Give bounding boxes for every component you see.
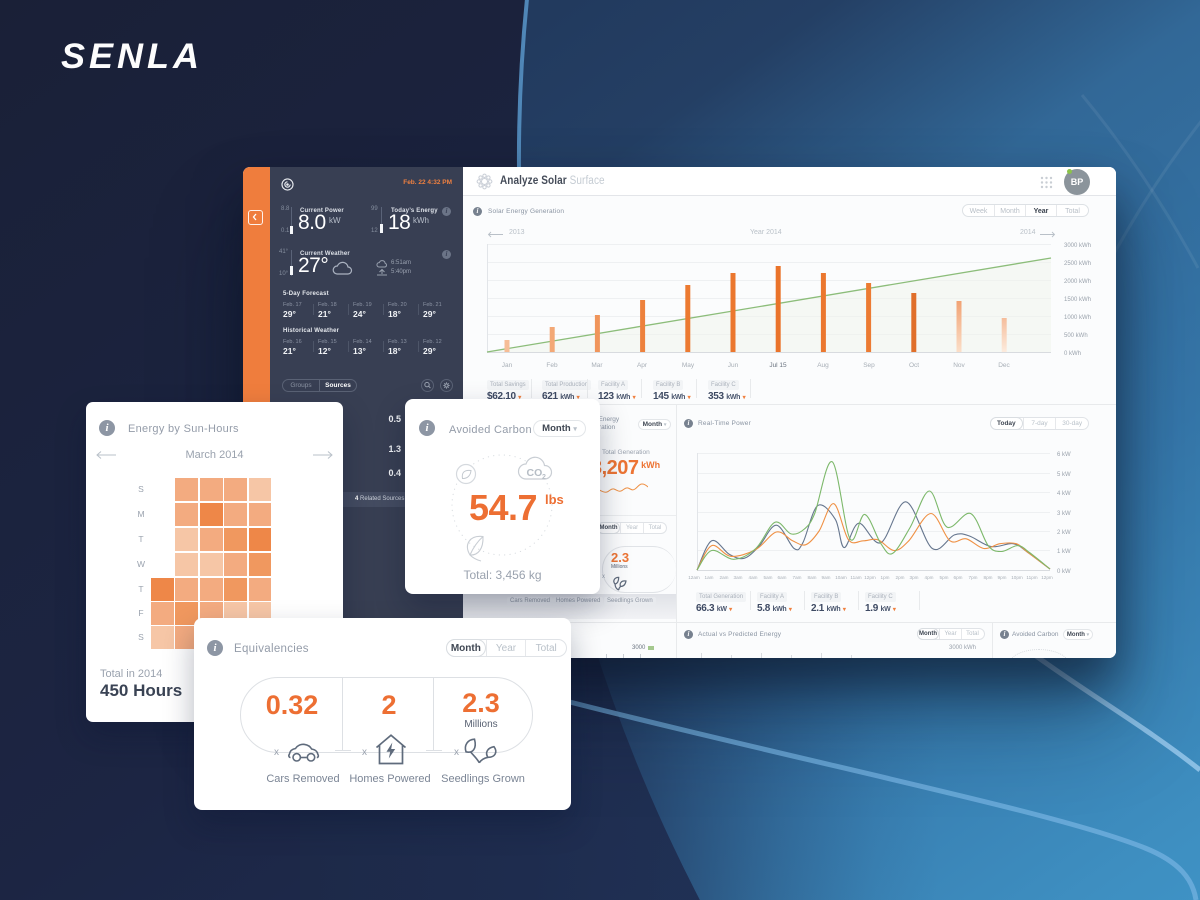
svg-text:6am: 6am (778, 575, 787, 580)
svg-text:Dec: Dec (998, 362, 1010, 369)
svg-text:0 kW: 0 kW (1057, 569, 1071, 575)
svg-text:Oct: Oct (909, 362, 919, 369)
svg-text:500 kWh: 500 kWh (1064, 333, 1088, 339)
svg-text:Mar: Mar (591, 362, 603, 369)
svg-text:1am: 1am (705, 575, 714, 580)
svg-text:3000 kWh: 3000 kWh (1064, 243, 1091, 249)
svg-text:12pm: 12pm (1041, 575, 1053, 580)
svg-text:9am: 9am (822, 575, 831, 580)
svg-text:2000 kWh: 2000 kWh (1064, 279, 1091, 285)
svg-text:1 kW: 1 kW (1057, 549, 1071, 555)
svg-text:CO: CO (527, 467, 543, 479)
svg-text:10pm: 10pm (1011, 575, 1023, 580)
svg-text:3am: 3am (734, 575, 743, 580)
svg-text:8pm: 8pm (984, 575, 993, 580)
svg-text:1pm: 1pm (881, 575, 890, 580)
svg-text:7pm: 7pm (969, 575, 978, 580)
svg-text:5pm: 5pm (940, 575, 949, 580)
svg-text:Sep: Sep (863, 362, 875, 369)
svg-text:4 kW: 4 kW (1057, 491, 1071, 497)
svg-text:1500 kWh: 1500 kWh (1064, 297, 1091, 303)
svg-text:6 kW: 6 kW (1057, 452, 1071, 458)
svg-text:2am: 2am (720, 575, 729, 580)
svg-text:3pm: 3pm (910, 575, 919, 580)
svg-text:2500 kWh: 2500 kWh (1064, 261, 1091, 267)
svg-text:May: May (682, 362, 695, 369)
svg-text:2pm: 2pm (896, 575, 905, 580)
svg-text:4pm: 4pm (925, 575, 934, 580)
svg-text:11am: 11am (850, 575, 861, 580)
svg-text:Apr: Apr (637, 362, 648, 369)
svg-text:1000 kWh: 1000 kWh (1064, 315, 1091, 321)
svg-text:5am: 5am (764, 575, 773, 580)
svg-text:6pm: 6pm (954, 575, 963, 580)
svg-text:3 kW: 3 kW (1057, 511, 1071, 517)
svg-text:9pm: 9pm (998, 575, 1007, 580)
svg-text:Feb: Feb (546, 362, 558, 369)
svg-text:Nov: Nov (953, 362, 965, 369)
svg-text:Jul 15: Jul 15 (769, 362, 787, 369)
svg-text:8am: 8am (808, 575, 817, 580)
svg-text:7am: 7am (793, 575, 802, 580)
svg-text:10am: 10am (835, 575, 847, 580)
svg-text:11pm: 11pm (1026, 575, 1037, 580)
svg-text:12pm: 12pm (864, 575, 876, 580)
svg-text:4am: 4am (749, 575, 758, 580)
svg-text:5 kW: 5 kW (1057, 472, 1071, 478)
svg-text:12am: 12am (688, 575, 700, 580)
svg-text:Aug: Aug (817, 362, 829, 369)
svg-text:2: 2 (542, 474, 546, 481)
svg-text:Jan: Jan (502, 362, 513, 369)
svg-text:2 kW: 2 kW (1057, 530, 1071, 536)
svg-text:Jun: Jun (728, 362, 739, 369)
svg-text:0 kWh: 0 kWh (1064, 351, 1081, 357)
